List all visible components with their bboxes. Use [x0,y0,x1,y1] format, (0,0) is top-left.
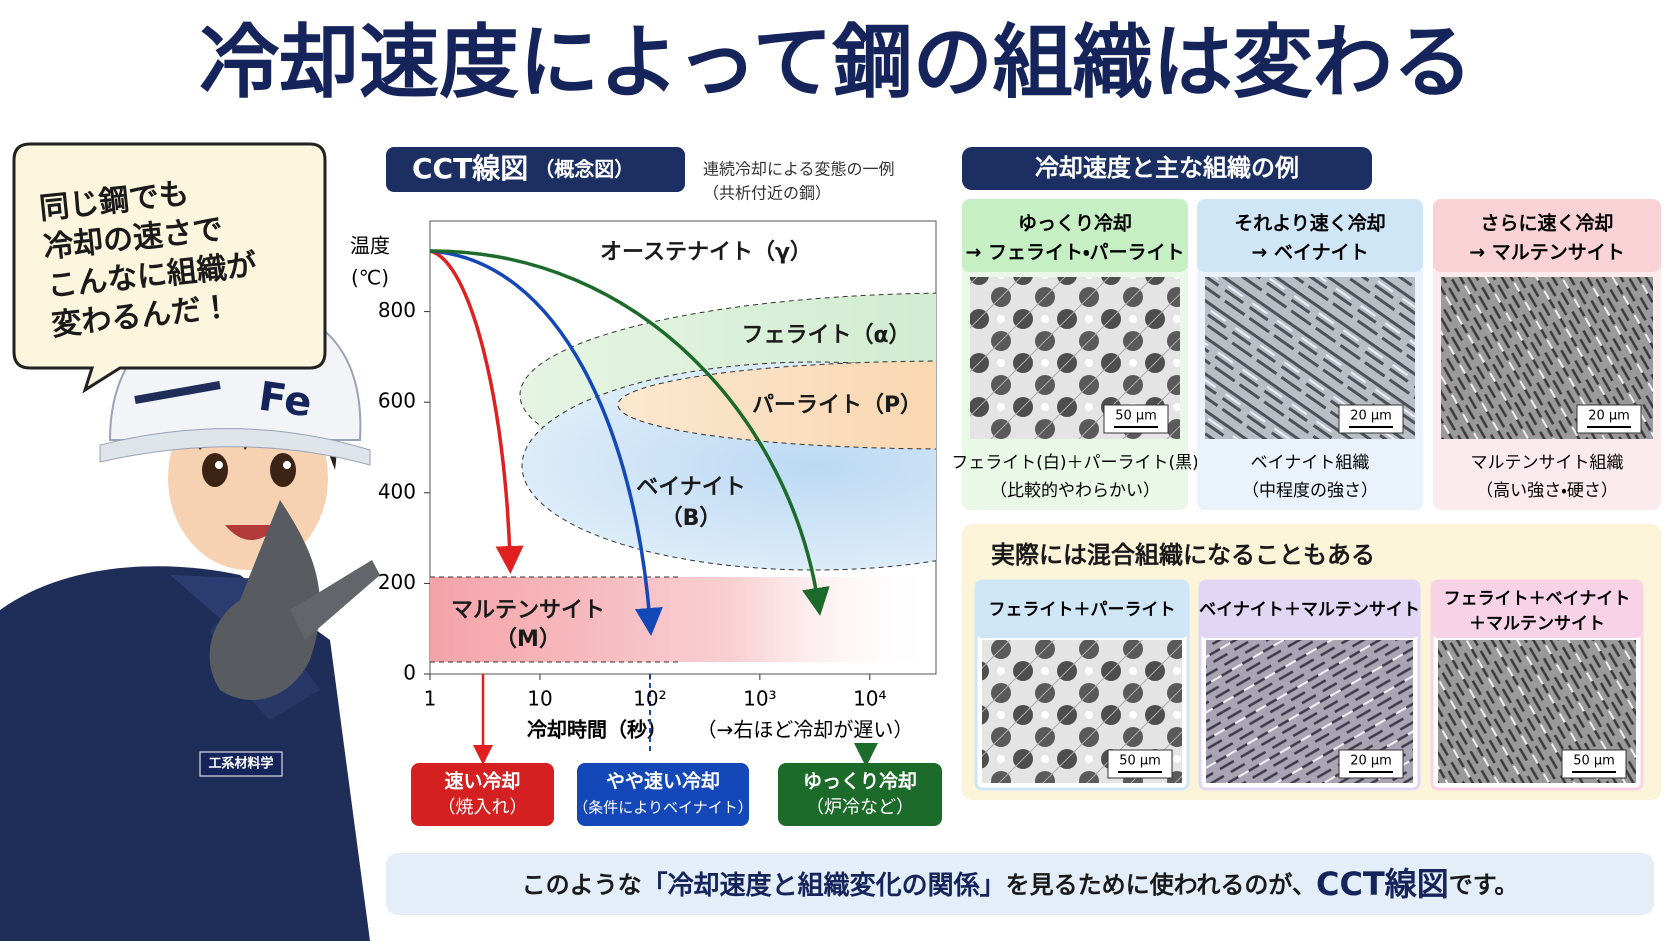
mixed-title: ベイナイト＋マルテンサイト [1199,600,1420,620]
footer-box [386,853,1654,915]
curve-medium [429,249,663,636]
cooling-button [778,763,942,826]
y-tick-label: 0 [403,661,416,685]
scale-bar-label: 20 μm [1350,409,1392,424]
example-caption: フェライト(白)＋パーライト(黒) [951,453,1199,473]
speech-bubble: 同じ鋼でも 冷却の速さで こんなに組織が 変わるんだ！ [12,142,327,394]
y-label: 温度 [350,234,390,258]
scale-bar-label: 20 μm [1588,409,1630,424]
footer: このような「冷却速度と組織変化の関係」を見るために使われるのが、CCT線図です。 [522,865,1519,903]
example-card-header [1197,199,1423,272]
mixed-card-header [976,581,1188,638]
curve-fast [429,249,524,574]
x-tick-label: 10² [633,687,666,711]
example-title: ゆっくり冷却 [1018,212,1132,235]
y-tick-label: 400 [378,479,416,503]
scale-bar-box [1576,404,1642,434]
y-tick-label: 600 [378,389,416,413]
mixed-card-header [1432,581,1642,638]
example-card-header [962,199,1188,272]
x-label: 冷却時間（秒） [527,718,667,742]
example-title: さらに速く冷却 [1480,212,1613,235]
cct-note: （共析付近の鋼） [703,184,831,203]
region-label: ベイナイト [636,475,746,500]
y-tick-label: 800 [378,298,416,322]
cooling-note: （焼入れ） [438,797,528,818]
cct-heading-sub: （概念図） [534,157,634,181]
cct-note: 連続冷却による変態の一例 [703,160,895,179]
scale-bar-box [1338,404,1404,434]
cooling-title: 速い冷却 [444,770,520,793]
cct-heading-main: CCT線図 [412,152,528,185]
mixed-title: フェライト＋パーライト [989,600,1176,620]
helmet-label: Fe [256,374,315,427]
x-tick-label: 10 [527,687,552,711]
scale-bar-box [1561,749,1627,779]
example-title: それより速く冷却 [1234,212,1386,235]
x-tick-label: 1 [424,687,437,711]
region-label: マルテンサイト [451,598,605,623]
region-label: （B） [661,506,722,531]
mixed-title: フェライト＋ベイナイト [1444,589,1631,609]
scale-bar-label: 20 μm [1350,754,1392,769]
example-caption: （高い強さ・硬さ） [1476,481,1618,501]
example-caption: （比較的やわらかい） [990,481,1160,501]
x-note: （→右ほど冷却が遅い） [697,718,914,742]
scale-bar-label: 50 μm [1115,409,1157,424]
cooling-note: （条件によりベイナイト） [573,799,752,817]
example-caption: マルテンサイト組織 [1471,453,1624,473]
examples-heading: 冷却速度と主な組織の例 [1035,154,1299,182]
cooling-note: （炉冷など） [806,797,914,818]
badge: 工系材料学 [208,756,273,772]
scale-bar-box [1338,749,1404,779]
example-card-header [1433,199,1661,272]
footer-part: このような [522,871,642,899]
region-label: フェライト（α） [741,323,910,348]
mixed-card-header [1200,581,1419,638]
cct-heading-box [386,147,685,192]
cooling-button [577,763,749,826]
footer-part: を見るために使われるのが、 [1006,871,1316,899]
example-caption: （中程度の強さ） [1242,481,1378,501]
cooling-title: ゆっくり冷却 [803,770,917,793]
footer-highlight: 「冷却速度と組織変化の関係」 [642,870,1006,901]
x-tick-label: 10³ [743,687,776,711]
example-caption: ベイナイト組織 [1251,453,1370,473]
x-tick-label: 10⁴ [853,687,886,711]
scale-bar-box [1103,404,1169,434]
example-title: → ベイナイト [1251,242,1368,264]
examples-heading-box [962,147,1372,190]
curve-slow [429,249,830,616]
region-label: パーライト（P） [752,393,922,418]
title: 冷却速度によって鋼の組織は変わる [199,16,1473,109]
cooling-button [411,763,554,826]
footer-part: です。 [1449,871,1519,899]
character: Fe 工系材料学 [0,303,380,941]
example-title: → フェライト・パーライト [966,242,1185,264]
scale-bar-box [1107,749,1173,779]
region-label: （M） [495,627,561,652]
example-title: → マルテンサイト [1469,242,1625,264]
region-label: オーステナイト（γ） [600,240,812,265]
mixed-title: ＋マルテンサイト [1469,614,1605,634]
scale-bar-label: 50 μm [1573,754,1615,769]
y-label: (℃) [351,266,389,290]
mixed-heading: 実際には混合組織になることもある [991,541,1375,569]
y-tick-label: 200 [378,570,416,594]
scale-bar-label: 50 μm [1119,754,1161,769]
cooling-title: やや速い冷却 [606,770,720,793]
footer-keyword: CCT線図 [1316,865,1449,903]
cct-heading: CCT線図 （概念図） [412,152,634,185]
